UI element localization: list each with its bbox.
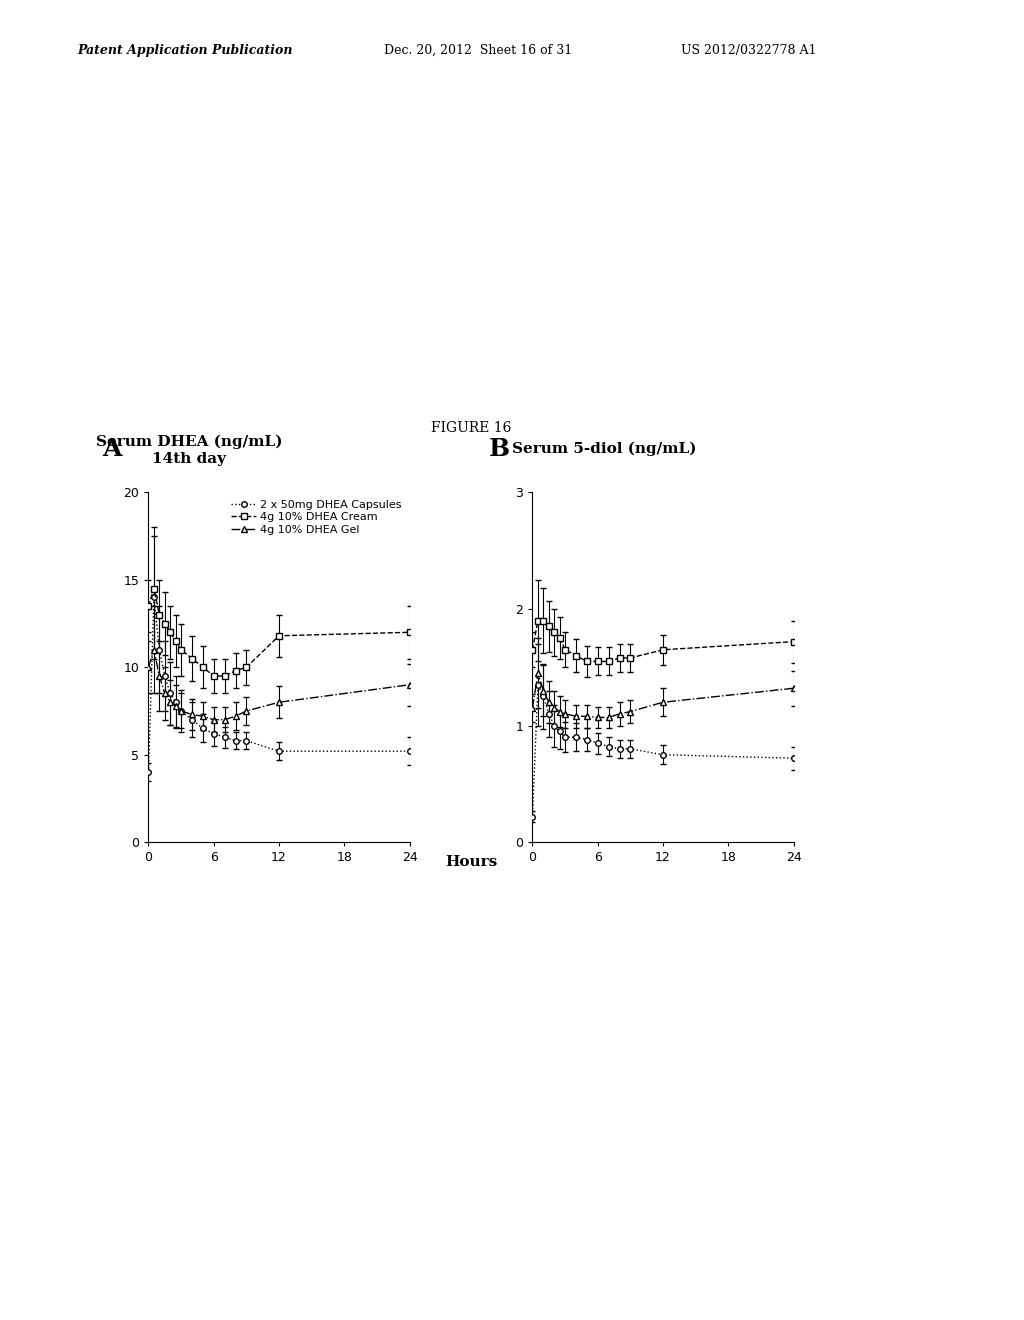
- Text: FIGURE 16: FIGURE 16: [431, 421, 511, 434]
- Text: Serum DHEA (ng/mL): Serum DHEA (ng/mL): [96, 436, 283, 449]
- Text: A: A: [102, 437, 122, 461]
- Text: US 2012/0322778 A1: US 2012/0322778 A1: [681, 44, 816, 57]
- Text: Serum 5-diol (ng/mL): Serum 5-diol (ng/mL): [512, 442, 696, 455]
- Text: Dec. 20, 2012  Sheet 16 of 31: Dec. 20, 2012 Sheet 16 of 31: [384, 44, 572, 57]
- Text: B: B: [488, 437, 510, 461]
- Text: Patent Application Publication: Patent Application Publication: [77, 44, 292, 57]
- Text: 14th day: 14th day: [153, 453, 226, 466]
- Legend: 2 x 50mg DHEA Capsules, 4g 10% DHEA Cream, 4g 10% DHEA Gel: 2 x 50mg DHEA Capsules, 4g 10% DHEA Crea…: [229, 498, 404, 537]
- Text: Hours: Hours: [444, 855, 498, 869]
